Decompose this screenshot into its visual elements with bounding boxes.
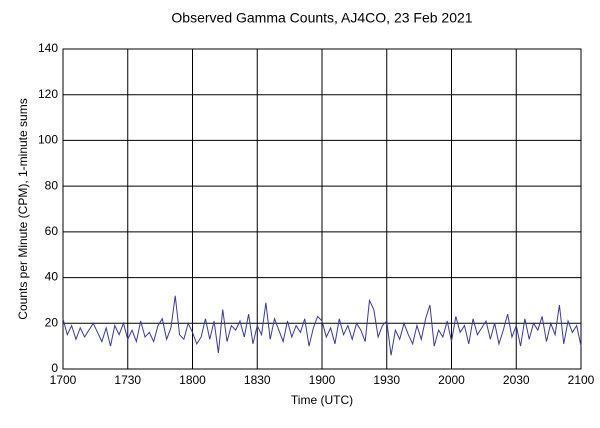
y-tick-label: 100	[38, 133, 58, 147]
y-axis-label: Counts per Minute (CPM), 1-minute sums	[16, 98, 30, 319]
y-tick-label: 0	[51, 361, 58, 375]
x-tick-label: 1700	[50, 373, 77, 387]
x-tick-label: 2000	[438, 373, 465, 387]
y-tick-label: 60	[45, 224, 59, 238]
y-tick-label: 40	[45, 270, 59, 284]
y-tick-label: 20	[45, 315, 59, 329]
x-tick-label: 1900	[309, 373, 336, 387]
x-tick-label: 1730	[114, 373, 141, 387]
y-tick-label: 140	[38, 41, 58, 55]
x-tick-label: 2100	[568, 373, 595, 387]
x-tick-label: 1800	[179, 373, 206, 387]
plot-frame	[62, 48, 582, 370]
x-axis-label: Time (UTC)	[291, 393, 353, 407]
x-tick-label: 1830	[244, 373, 271, 387]
data-line	[62, 295, 582, 356]
x-tick-label: 2030	[503, 373, 530, 387]
x-tick-label: 1930	[373, 373, 400, 387]
y-tick-label: 120	[38, 87, 58, 101]
chart-title: Observed Gamma Counts, AJ4CO, 23 Feb 202…	[171, 10, 472, 26]
y-tick-label: 80	[45, 178, 59, 192]
